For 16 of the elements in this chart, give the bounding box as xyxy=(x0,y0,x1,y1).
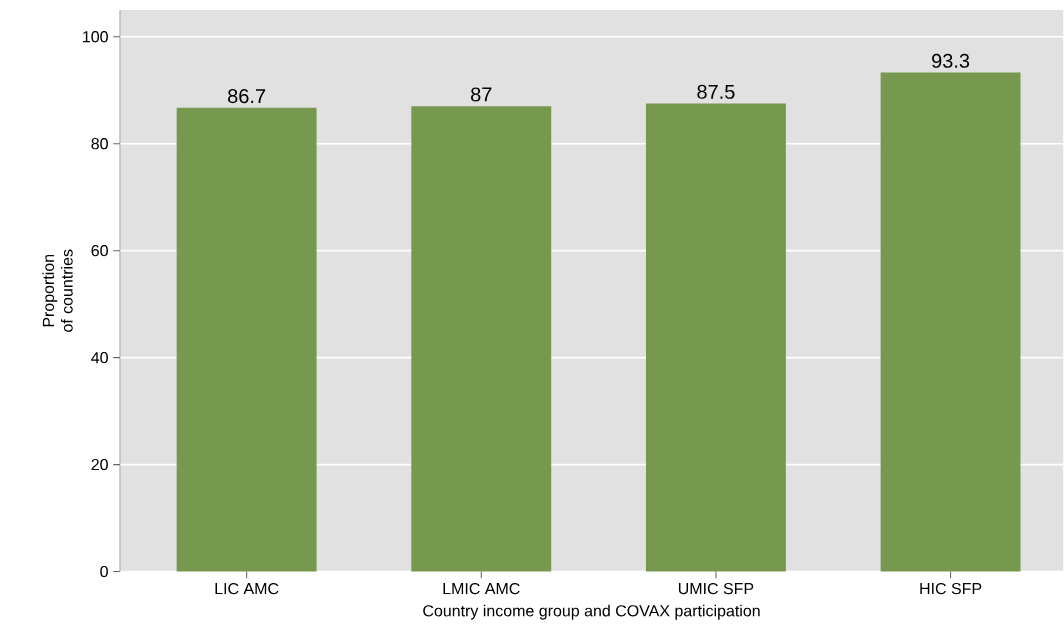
x-tick-label: HIC SFP xyxy=(920,583,982,595)
y-tick-label: 60 xyxy=(91,245,108,257)
y-tick-label: 100 xyxy=(83,31,108,43)
x-axis-title: Country income group and COVAX participation xyxy=(423,604,760,620)
y-tick-label: 20 xyxy=(91,459,108,471)
data-label: 93.3 xyxy=(932,53,970,69)
y-axis-title: Proportion of countries xyxy=(42,249,73,333)
data-label: 86.7 xyxy=(228,89,266,104)
x-tick-label: LIC AMC xyxy=(215,583,279,595)
data-label: 87.5 xyxy=(697,84,735,100)
y-tick-label: 80 xyxy=(91,138,108,150)
x-tick-label: LMIC AMC xyxy=(443,583,520,595)
y-tick-label: 40 xyxy=(91,352,108,364)
x-tick-label: UMIC SFP xyxy=(678,583,754,595)
data-label: 87 xyxy=(471,87,492,102)
y-tick-label: 0 xyxy=(100,566,108,578)
